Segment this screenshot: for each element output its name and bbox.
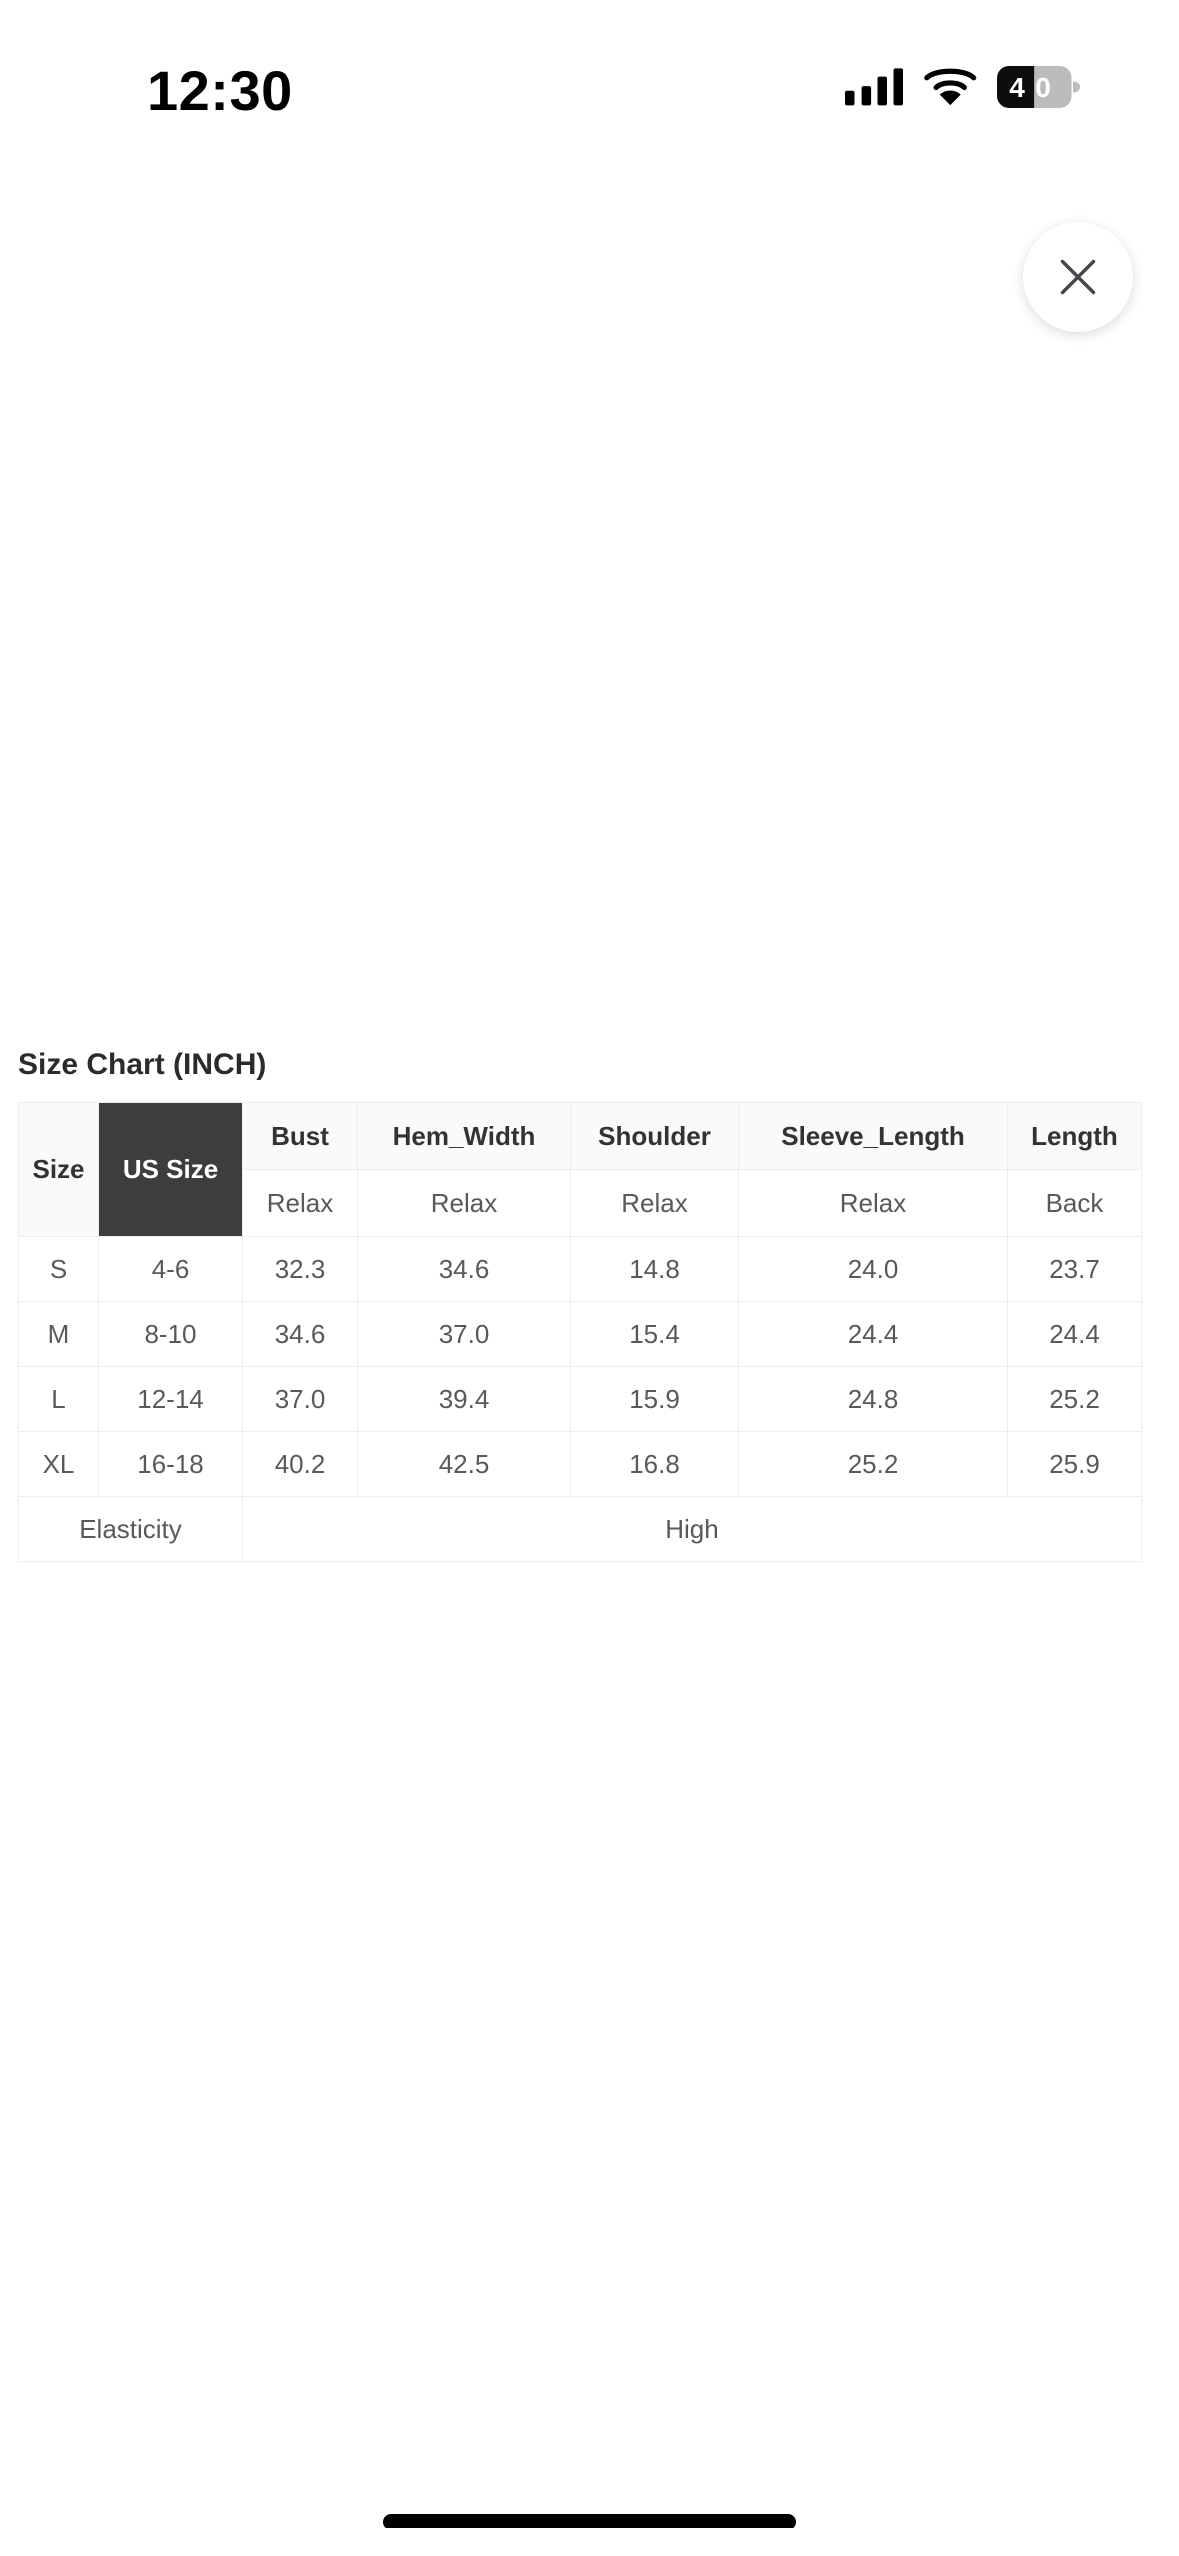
svg-text:0: 0 xyxy=(1035,72,1051,103)
svg-text:4: 4 xyxy=(1009,72,1025,103)
